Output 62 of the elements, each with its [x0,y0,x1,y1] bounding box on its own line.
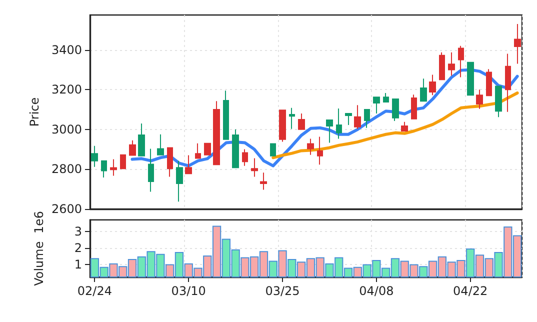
candlestick [298,112,305,130]
candlestick [157,134,164,156]
candlestick [458,45,464,78]
x-tick-label: 03/25 [265,284,300,298]
candlestick [439,52,445,80]
candlestick [251,158,258,178]
candlestick [185,154,192,174]
candlestick [223,90,229,140]
y-tick-label: 2800 [51,162,82,176]
candlestick [289,107,295,130]
candlestick [345,112,352,126]
candlestick [176,160,183,202]
x-tick-label: 02/24 [77,284,112,298]
candlestick [317,136,323,166]
candlestick [495,86,502,118]
candlestick [138,122,145,156]
y-tick-label: 3200 [51,82,82,97]
y-tick-label: 2 [74,241,82,256]
y-tick-label: 3400 [51,42,82,57]
candlestick [167,147,173,178]
candlestick [467,62,474,96]
candlestick [307,138,314,156]
candlestick [429,74,436,96]
candlestick [336,108,342,140]
candlestick [129,140,136,156]
candlestick [195,142,201,159]
x-tick-label: 04/08 [359,284,394,298]
candlestick [448,52,455,76]
y-axis-title: Volume 1e6 [32,210,46,286]
candlestick [326,120,333,144]
candlestick [91,145,98,168]
y-tick-label: 1 [74,258,82,272]
candlestick [373,96,380,114]
candlestick [364,109,370,128]
y-tick-label: 2600 [51,202,82,216]
candlestick [232,128,239,168]
candlestick [120,154,126,170]
candlestick [279,110,286,142]
candlestick [392,98,399,122]
y-tick-label: 3 [74,224,82,238]
candlestick [486,68,492,96]
candlestick [420,78,427,102]
candlestick [514,23,521,64]
candlestick [401,121,408,132]
candlestick [260,172,267,190]
candlestick [354,104,361,130]
x-tick-label: 03/10 [171,284,206,298]
candlestick [476,89,483,110]
candlestick [110,158,117,176]
x-tick-label: 04/22 [453,284,488,298]
candlestick [204,142,211,156]
candlestick [505,53,511,112]
line-series [272,92,519,160]
y-tick-label: 3000 [51,122,82,136]
y-axis-title: Price [28,97,42,127]
candlestick [213,100,220,166]
candlestick [270,143,276,156]
candlestick [411,94,417,120]
candlestick [383,92,389,102]
candlestick [101,160,107,178]
candlestick [242,148,248,166]
candlestick [148,148,154,192]
